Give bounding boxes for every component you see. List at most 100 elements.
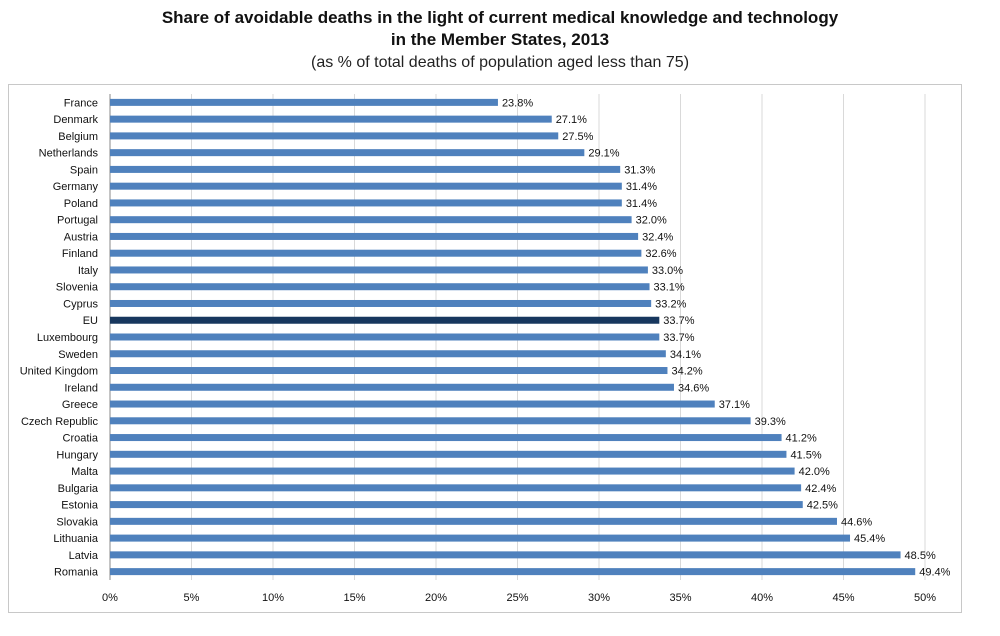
chart-frame: [8, 84, 962, 613]
category-label: Spain: [70, 164, 98, 176]
data-label: 33.1%: [654, 282, 685, 294]
x-tick-label: 5%: [184, 592, 200, 604]
category-label: Poland: [64, 198, 98, 210]
bar-greece: [110, 400, 715, 408]
category-label: Cyprus: [63, 298, 98, 310]
x-tick-label: 35%: [669, 592, 691, 604]
category-label: Netherlands: [39, 148, 99, 160]
category-label: Portugal: [57, 215, 98, 227]
chart-title-line-2: in the Member States, 2013: [390, 30, 610, 49]
category-label: Croatia: [63, 433, 99, 445]
bar-croatia: [110, 434, 782, 442]
data-label: 33.7%: [663, 332, 694, 344]
bar-luxembourg: [110, 333, 660, 341]
category-label: Ireland: [64, 382, 98, 394]
bar-finland: [110, 249, 642, 257]
bar-poland: [110, 199, 622, 207]
data-label: 42.5%: [807, 500, 838, 512]
bar-germany: [110, 182, 622, 190]
bar-czech-republic: [110, 417, 751, 425]
data-label: 31.4%: [626, 198, 657, 210]
data-label: 41.2%: [786, 433, 817, 445]
category-label: Slovenia: [56, 282, 99, 294]
bar-malta: [110, 467, 795, 475]
data-label: 33.7%: [663, 315, 694, 327]
category-label: Belgium: [58, 131, 98, 143]
category-label: Slovakia: [56, 516, 98, 528]
category-label: Malta: [71, 466, 99, 478]
bar-slovenia: [110, 283, 650, 291]
category-label: Romania: [54, 567, 99, 579]
data-label: 45.4%: [854, 533, 885, 545]
bar-latvia: [110, 551, 901, 559]
x-tick-label: 40%: [751, 592, 773, 604]
category-label: Czech Republic: [21, 416, 99, 428]
x-tick-label: 45%: [832, 592, 854, 604]
data-label: 31.3%: [624, 164, 655, 176]
data-label: 37.1%: [719, 399, 750, 411]
data-label: 42.0%: [799, 466, 830, 478]
x-tick-label: 50%: [914, 592, 936, 604]
bar-france: [110, 98, 498, 106]
data-label: 49.4%: [919, 567, 950, 579]
category-label: United Kingdom: [20, 366, 98, 378]
x-tick-label: 25%: [506, 592, 528, 604]
data-label: 42.4%: [805, 483, 836, 495]
bar-netherlands: [110, 149, 585, 157]
bar-italy: [110, 266, 648, 274]
x-tick-label: 15%: [343, 592, 365, 604]
data-label: 39.3%: [755, 416, 786, 428]
category-label: Italy: [78, 265, 99, 277]
bar-hungary: [110, 450, 787, 458]
category-label: Finland: [62, 248, 98, 260]
category-label: Bulgaria: [58, 483, 99, 495]
data-label: 48.5%: [905, 550, 936, 562]
data-label: 31.4%: [626, 181, 657, 193]
data-label: 32.4%: [642, 231, 673, 243]
bar-austria: [110, 232, 639, 240]
bar-ireland: [110, 383, 674, 391]
chart-title-line-1: Share of avoidable deaths in the light o…: [161, 8, 839, 27]
bar-cyprus: [110, 299, 652, 307]
category-label: Sweden: [58, 349, 98, 361]
bar-sweden: [110, 350, 666, 358]
category-label: Austria: [64, 231, 99, 243]
x-tick-label: 0%: [102, 592, 118, 604]
category-label: Germany: [53, 181, 99, 193]
bar-lithuania: [110, 534, 851, 542]
data-label: 27.1%: [556, 114, 587, 126]
data-label: 27.5%: [562, 131, 593, 143]
category-label: EU: [83, 315, 98, 327]
category-label: Luxembourg: [37, 332, 98, 344]
category-label: Greece: [62, 399, 98, 411]
data-label: 32.0%: [636, 215, 667, 227]
bar-eu: [110, 316, 660, 324]
bar-estonia: [110, 501, 803, 509]
data-label: 32.6%: [645, 248, 676, 260]
bar-portugal: [110, 216, 632, 224]
category-label: France: [64, 97, 98, 109]
data-label: 29.1%: [588, 148, 619, 160]
category-label: Lithuania: [53, 533, 99, 545]
bar-spain: [110, 165, 621, 173]
bar-bulgaria: [110, 484, 802, 492]
data-label: 33.0%: [652, 265, 683, 277]
data-label: 23.8%: [502, 97, 533, 109]
data-label: 34.1%: [670, 349, 701, 361]
x-tick-label: 30%: [588, 592, 610, 604]
data-label: 44.6%: [841, 516, 872, 528]
data-label: 34.2%: [671, 366, 702, 378]
bar-belgium: [110, 132, 559, 140]
bar-romania: [110, 568, 916, 576]
chart-subtitle: (as % of total deaths of population aged…: [310, 54, 690, 71]
data-label: 34.6%: [678, 382, 709, 394]
data-label: 41.5%: [790, 449, 821, 461]
x-tick-label: 20%: [425, 592, 447, 604]
bar-united-kingdom: [110, 367, 668, 375]
category-label: Hungary: [56, 449, 98, 461]
category-label: Estonia: [61, 500, 99, 512]
bar-slovakia: [110, 517, 837, 525]
category-label: Latvia: [69, 550, 99, 562]
bar-denmark: [110, 115, 552, 123]
